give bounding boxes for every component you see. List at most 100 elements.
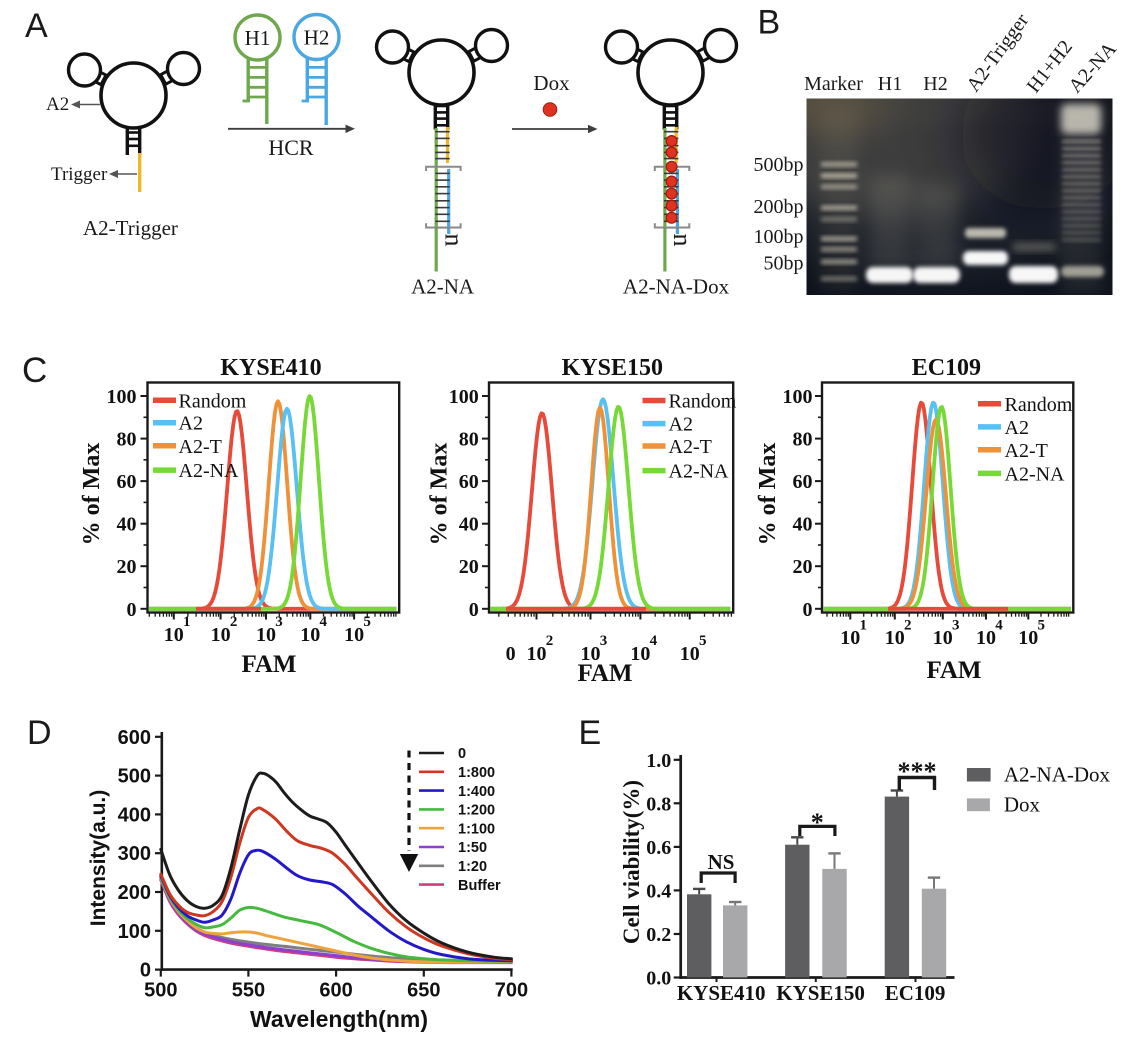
- svg-text:A2-NA: A2-NA: [179, 460, 240, 482]
- svg-text:100: 100: [107, 386, 137, 408]
- svg-text:% of Max: % of Max: [755, 443, 781, 546]
- svg-text:A2-Trigger: A2-Trigger: [83, 216, 178, 240]
- svg-text:A2: A2: [46, 94, 69, 115]
- svg-text:2: 2: [546, 633, 554, 649]
- svg-text:FAM: FAM: [241, 651, 296, 678]
- svg-text:5: 5: [1038, 618, 1046, 634]
- svg-text:20: 20: [793, 556, 813, 578]
- svg-text:500: 500: [118, 766, 151, 788]
- svg-text:H2: H2: [923, 73, 947, 95]
- svg-text:80: 80: [459, 429, 479, 451]
- svg-text:1: 1: [183, 614, 191, 630]
- svg-text:20: 20: [459, 556, 479, 578]
- svg-text:Marker: Marker: [804, 73, 863, 95]
- svg-text:1:100: 1:100: [458, 821, 495, 837]
- svg-text:H2: H2: [304, 26, 330, 50]
- svg-text:40: 40: [459, 514, 479, 536]
- svg-text:0: 0: [506, 643, 516, 665]
- svg-text:10: 10: [630, 643, 650, 665]
- svg-text:10: 10: [933, 627, 953, 649]
- svg-text:600: 600: [319, 980, 352, 1002]
- svg-text:10: 10: [840, 627, 860, 649]
- svg-text:A2: A2: [179, 413, 203, 435]
- svg-text:10: 10: [581, 643, 601, 665]
- svg-text:10: 10: [1018, 627, 1038, 649]
- svg-text:A2-NA: A2-NA: [411, 275, 475, 299]
- svg-text:100bp: 100bp: [754, 226, 804, 248]
- svg-text:H1: H1: [878, 73, 902, 95]
- svg-text:600: 600: [118, 727, 151, 749]
- svg-text:0.8: 0.8: [646, 793, 671, 815]
- svg-text:C: C: [22, 351, 47, 390]
- svg-text:A2: A2: [1005, 417, 1029, 439]
- svg-text:4: 4: [320, 614, 328, 630]
- svg-text:1.0: 1.0: [646, 750, 671, 772]
- svg-text:10: 10: [976, 627, 996, 649]
- svg-text:0.4: 0.4: [646, 880, 671, 902]
- svg-text:10: 10: [211, 624, 231, 646]
- svg-text:0: 0: [803, 599, 813, 621]
- svg-text:Trigger: Trigger: [51, 164, 108, 185]
- svg-text:10: 10: [680, 643, 700, 665]
- svg-text:2: 2: [230, 614, 238, 630]
- svg-text:4: 4: [650, 633, 658, 649]
- svg-text:B: B: [758, 4, 781, 42]
- svg-text:A2-T: A2-T: [1005, 440, 1048, 462]
- svg-text:Random: Random: [179, 390, 247, 412]
- svg-text:1:400: 1:400: [458, 784, 495, 800]
- svg-text:60: 60: [459, 471, 479, 493]
- svg-text:500bp: 500bp: [754, 154, 804, 176]
- svg-text:80: 80: [117, 429, 137, 451]
- svg-text:0.2: 0.2: [646, 924, 671, 946]
- svg-text:*: *: [811, 808, 824, 837]
- svg-text:50bp: 50bp: [764, 253, 804, 275]
- svg-text:A2-NA-Dox: A2-NA-Dox: [623, 275, 730, 299]
- svg-text:0: 0: [458, 746, 466, 762]
- svg-text:A2-T: A2-T: [669, 436, 712, 458]
- svg-text:Buffer: Buffer: [458, 878, 501, 894]
- svg-text:1:200: 1:200: [458, 803, 495, 819]
- svg-text:Dox: Dox: [533, 71, 570, 95]
- svg-text:H1: H1: [245, 26, 271, 50]
- svg-text:0: 0: [127, 599, 137, 621]
- svg-text:100: 100: [783, 386, 813, 408]
- svg-text:EC109: EC109: [885, 981, 946, 1005]
- svg-text:3: 3: [600, 633, 608, 649]
- svg-text:10: 10: [344, 624, 364, 646]
- svg-text:10: 10: [164, 624, 184, 646]
- svg-text:Random: Random: [1005, 394, 1073, 416]
- svg-text:200: 200: [118, 882, 151, 904]
- svg-text:KYSE410: KYSE410: [677, 981, 766, 1005]
- svg-text:400: 400: [118, 804, 151, 826]
- svg-text:0.6: 0.6: [646, 837, 671, 859]
- svg-text:A2: A2: [669, 414, 693, 436]
- svg-text:10: 10: [256, 624, 276, 646]
- svg-text:3: 3: [275, 614, 283, 630]
- svg-text:2: 2: [904, 618, 912, 634]
- svg-text:E: E: [579, 714, 602, 752]
- svg-text:10: 10: [300, 624, 320, 646]
- svg-text:Random: Random: [669, 391, 737, 413]
- svg-text:3: 3: [952, 618, 960, 634]
- svg-text:NS: NS: [708, 850, 735, 874]
- svg-text:D: D: [27, 714, 52, 752]
- svg-text:1:50: 1:50: [458, 840, 487, 856]
- svg-text:0.0: 0.0: [646, 968, 671, 990]
- svg-text:% of Max: % of Max: [427, 443, 453, 546]
- svg-text:A2-NA-Dox: A2-NA-Dox: [1004, 763, 1111, 787]
- svg-text:500: 500: [144, 980, 177, 1002]
- svg-text:0: 0: [140, 960, 151, 982]
- svg-text:A2-NA: A2-NA: [669, 461, 730, 483]
- svg-text:5: 5: [363, 614, 371, 630]
- svg-text:60: 60: [117, 471, 137, 493]
- svg-text:40: 40: [117, 514, 137, 536]
- svg-text:A2-T: A2-T: [179, 436, 222, 458]
- svg-text:KYSE410: KYSE410: [220, 355, 321, 381]
- svg-text:4: 4: [995, 618, 1003, 634]
- svg-text:650: 650: [407, 980, 440, 1002]
- svg-text:100: 100: [118, 921, 151, 943]
- svg-text:n: n: [668, 234, 697, 247]
- svg-text:FAM: FAM: [577, 660, 632, 687]
- svg-text:300: 300: [118, 843, 151, 865]
- svg-text:% of Max: % of Max: [79, 443, 105, 546]
